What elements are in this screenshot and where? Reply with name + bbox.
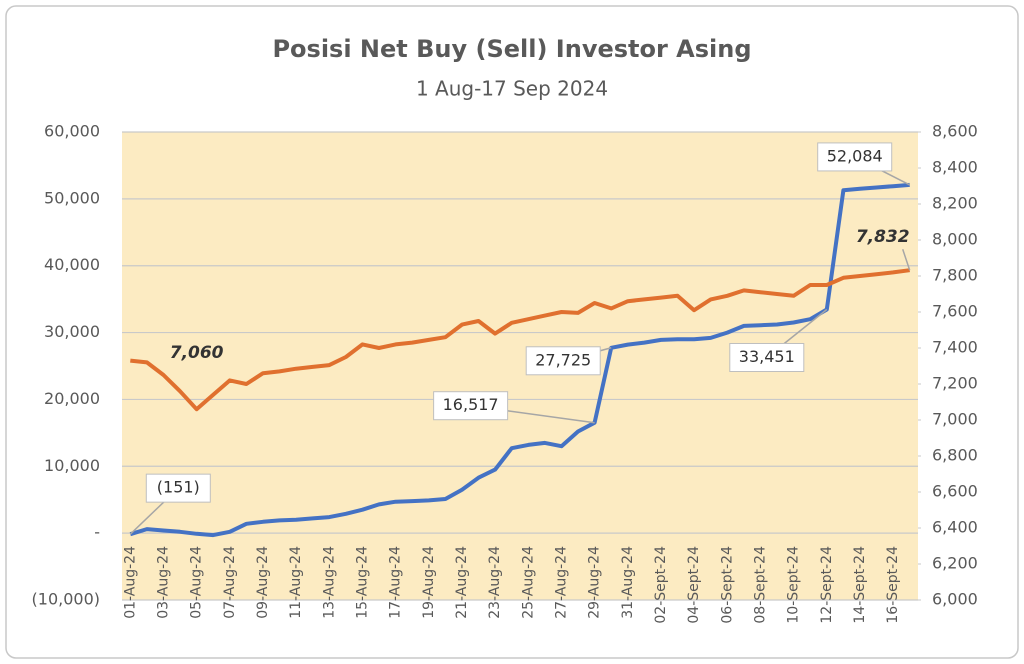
x-tick-label: 14-Sept-24: [852, 546, 868, 624]
x-tick-label: 31-Aug-24: [620, 546, 636, 619]
x-tick-label: 27-Aug-24: [553, 546, 569, 619]
y-tick-label: 50,000: [44, 188, 100, 207]
y2-tick-label: 6,200: [932, 554, 978, 573]
data-label: 27,725: [535, 350, 591, 369]
series-line: [129, 182, 910, 538]
y-tick-label: 20,000: [44, 389, 100, 408]
series-line: [130, 268, 910, 412]
x-tick-label: 07-Aug-24: [222, 546, 238, 619]
x-tick-label: 04-Sept-24: [686, 546, 702, 624]
y2-tick-label: 7,200: [932, 374, 978, 393]
y2-tick-label: 8,200: [932, 194, 978, 213]
y2-tick-label: 8,600: [932, 122, 978, 141]
label-box: [729, 342, 805, 372]
y-tick-label: 60,000: [44, 122, 100, 141]
y2-tick-label: 7,600: [932, 302, 978, 321]
label-box: [433, 391, 509, 421]
y2-tick-label: 6,800: [932, 446, 978, 465]
x-tick-label: 17-Aug-24: [388, 546, 404, 619]
y2-tick-label: 7,000: [932, 410, 978, 429]
x-tick-label: 03-Aug-24: [155, 546, 171, 619]
data-label: 7,060: [170, 343, 224, 363]
chart-title: Posisi Net Buy (Sell) Investor Asing: [272, 35, 751, 63]
x-tick-label: 11-Aug-24: [288, 546, 304, 619]
x-tick-label: 01-Aug-24: [122, 546, 138, 619]
y-tick-label: 30,000: [44, 322, 100, 341]
label-box: [817, 142, 893, 172]
x-tick-label: 25-Aug-24: [520, 546, 536, 619]
data-label: 52,084: [827, 146, 883, 165]
y-tick-label: 40,000: [44, 255, 100, 274]
data-label: 7,832: [856, 227, 910, 247]
data-label: 33,451: [739, 347, 795, 366]
x-tick-label: 06-Sept-24: [719, 546, 735, 624]
data-label: (151): [157, 478, 200, 497]
y2-tick-label: 6,000: [932, 590, 978, 609]
x-tick-label: 05-Aug-24: [189, 546, 205, 619]
x-tick-label: 10-Sept-24: [786, 546, 802, 624]
y2-tick-label: 6,600: [932, 482, 978, 501]
x-tick-label: 23-Aug-24: [487, 546, 503, 619]
y-tick-label: (10,000): [32, 590, 100, 609]
y-tick-label: 10,000: [44, 456, 100, 475]
x-tick-label: 08-Sept-24: [752, 546, 768, 624]
label-box: [145, 473, 211, 503]
y-tick-label: -: [94, 523, 100, 542]
label-box: [525, 346, 601, 376]
x-tick-label: 21-Aug-24: [454, 546, 470, 619]
x-tick-label: 13-Aug-24: [321, 546, 337, 619]
x-tick-label: 16-Sept-24: [885, 546, 901, 624]
x-tick-label: 02-Sept-24: [653, 546, 669, 624]
y2-tick-label: 7,800: [932, 266, 978, 285]
y2-tick-label: 8,400: [932, 158, 978, 177]
y2-tick-label: 6,400: [932, 518, 978, 537]
leader-line: [901, 249, 911, 271]
x-tick-label: 15-Aug-24: [354, 546, 370, 619]
y2-tick-label: 8,000: [932, 230, 978, 249]
y2-tick-label: 7,400: [932, 338, 978, 357]
x-tick-label: 09-Aug-24: [255, 546, 271, 619]
x-tick-label: 29-Aug-24: [587, 546, 603, 619]
x-tick-label: 12-Sept-24: [819, 546, 835, 624]
x-tick-label: 19-Aug-24: [421, 546, 437, 619]
chart-subtitle: 1 Aug-17 Sep 2024: [416, 77, 608, 101]
data-label: 16,517: [443, 395, 499, 414]
